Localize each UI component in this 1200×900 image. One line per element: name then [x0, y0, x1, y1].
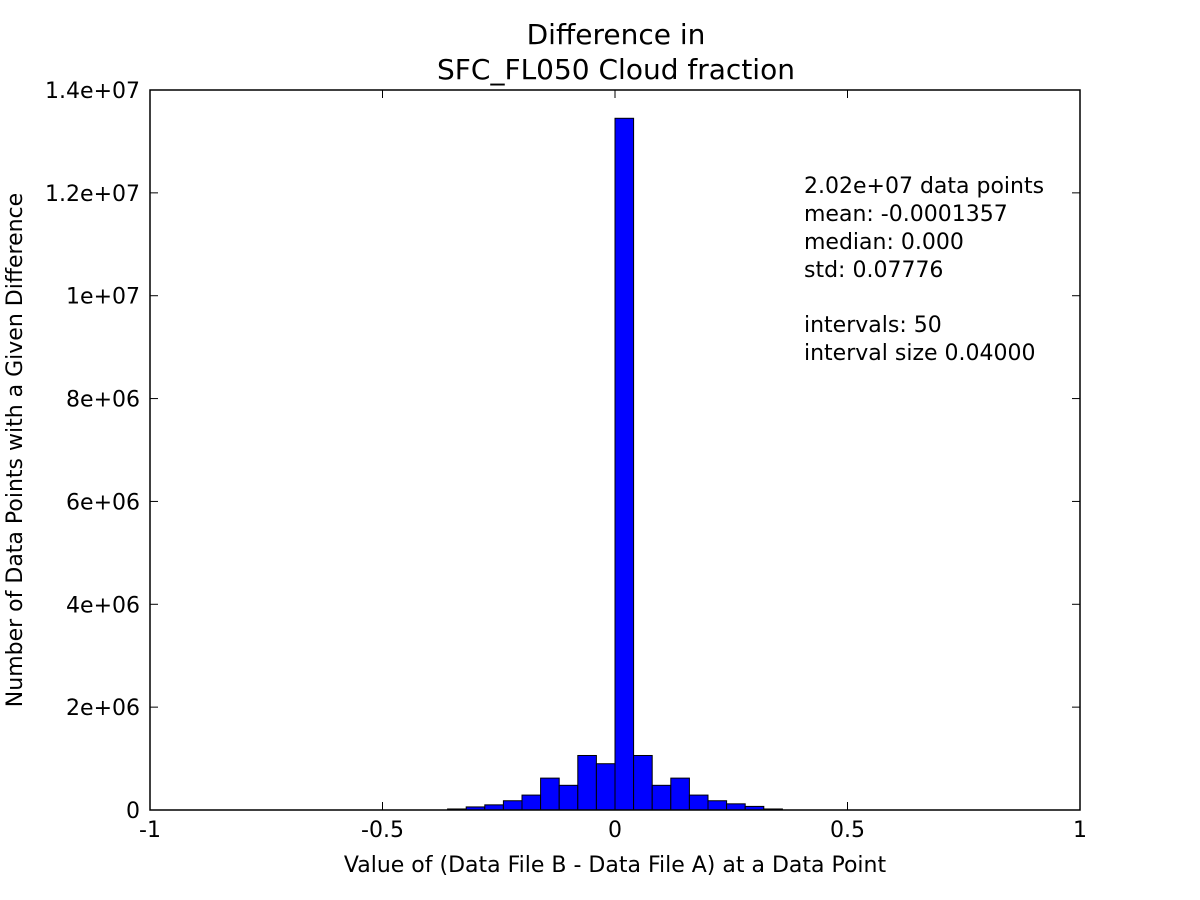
histogram-bar: [521, 794, 542, 811]
statistics-annotation: 2.02e+07 data points mean: -0.0001357 me…: [804, 174, 1044, 366]
histogram-bar: [707, 800, 728, 811]
tick-labels: -1 -0.5 0 0.5 1 0 2e+06 4e+06 6e+06 8e+06 1e+07 1.2…: [45, 79, 1087, 843]
stat-interval-size: interval size 0.04000: [804, 341, 1036, 366]
x-tick-label: 0: [608, 818, 622, 843]
histogram-bar: [502, 800, 523, 811]
histogram-bar: [614, 117, 635, 811]
stat-mean: mean: -0.0001357: [804, 202, 1008, 227]
y-tick-label: 1e+07: [66, 285, 140, 310]
histogram-bar: [577, 754, 597, 811]
histogram-bar: [633, 754, 653, 811]
histogram-bar: [595, 763, 616, 811]
y-tick-label: 1.4e+07: [45, 79, 140, 104]
stat-median: median: 0.000: [804, 230, 964, 255]
x-tick-label: 0.5: [830, 818, 865, 843]
stat-std: std: 0.07776: [804, 258, 943, 283]
y-axis-label: Number of Data Points with a Given Diffe…: [3, 193, 28, 707]
histogram-bar: [558, 784, 579, 811]
histogram-bar: [670, 777, 690, 811]
stat-data-points: 2.02e+07 data points: [804, 174, 1044, 199]
stat-intervals: intervals: 50: [804, 313, 942, 338]
x-tick-label: -0.5: [361, 818, 404, 843]
y-tick-label: 2e+06: [66, 696, 140, 721]
chart-title-line-2: SFC_FL050 Cloud fraction: [437, 53, 795, 86]
y-tick-label: 1.2e+07: [45, 182, 140, 207]
histogram-bars: [447, 117, 783, 811]
histogram-bar: [484, 804, 504, 811]
histogram-bar: [726, 803, 746, 811]
histogram-bar: [688, 794, 709, 811]
histogram-bar: [540, 777, 560, 811]
chart-title-line-1: Difference in: [527, 18, 706, 51]
histogram-bar: [651, 784, 672, 811]
x-tick-label: 1: [1073, 818, 1087, 843]
y-tick-label: 8e+06: [66, 388, 140, 413]
y-tick-label: 6e+06: [66, 490, 140, 515]
x-axis-label: Value of (Data File B - Data File A) at …: [344, 853, 887, 878]
y-tick-label: 4e+06: [66, 593, 140, 618]
x-tick-label: -1: [139, 818, 161, 843]
plot-frame: [149, 89, 1081, 811]
y-tick-label: 0: [126, 799, 140, 824]
